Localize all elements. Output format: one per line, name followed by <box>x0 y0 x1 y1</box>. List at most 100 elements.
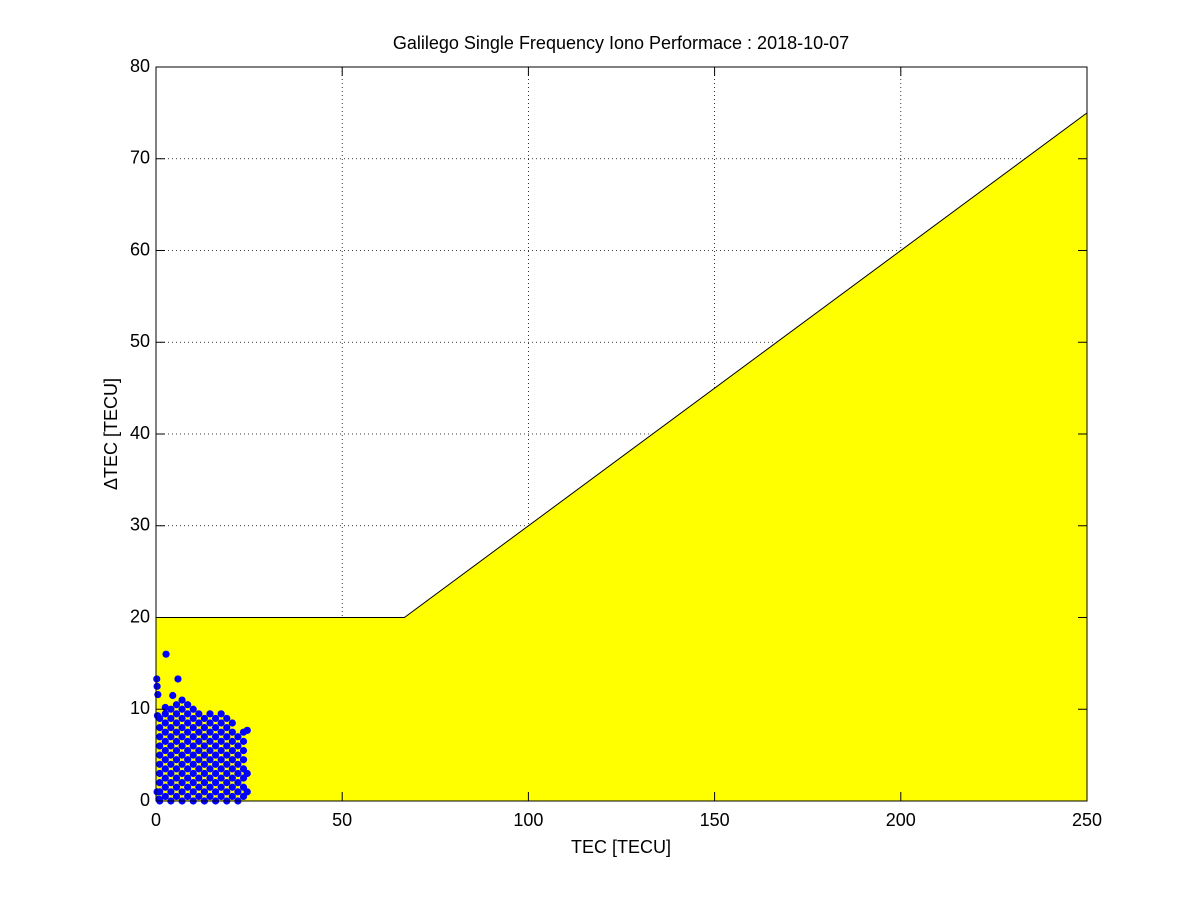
point <box>156 733 164 741</box>
point <box>234 769 242 778</box>
point <box>211 760 220 768</box>
point <box>200 751 209 759</box>
point <box>153 675 161 683</box>
point <box>153 712 162 720</box>
point <box>223 760 231 768</box>
x-axis-label: TEC [TECU] <box>571 837 671 857</box>
y-tick-label: 50 <box>130 331 150 351</box>
point <box>156 751 164 759</box>
point <box>189 705 197 713</box>
point <box>161 783 169 791</box>
point <box>239 756 248 764</box>
point <box>206 756 214 764</box>
point <box>167 788 175 796</box>
point <box>167 760 175 768</box>
point <box>223 769 231 778</box>
point <box>156 779 164 787</box>
point <box>195 746 203 755</box>
point <box>161 765 169 773</box>
point <box>189 724 197 732</box>
point <box>172 774 181 782</box>
point <box>178 696 186 704</box>
point <box>167 779 175 787</box>
point <box>228 756 236 764</box>
point <box>200 769 209 778</box>
point <box>211 779 220 787</box>
point <box>172 765 181 773</box>
point <box>195 737 203 745</box>
point <box>211 769 220 778</box>
point <box>195 719 203 727</box>
point <box>223 714 231 723</box>
point <box>228 719 236 727</box>
point <box>217 737 225 745</box>
point <box>189 714 197 723</box>
x-tick-label: 250 <box>1072 810 1102 830</box>
point <box>184 792 192 801</box>
point <box>217 710 225 718</box>
point <box>239 746 248 755</box>
point <box>211 714 220 723</box>
point <box>184 710 192 718</box>
point <box>156 769 164 778</box>
point <box>172 719 181 727</box>
point <box>211 751 220 759</box>
point <box>234 779 242 787</box>
point <box>189 769 197 778</box>
point <box>211 742 220 750</box>
point <box>172 756 181 764</box>
point <box>178 733 186 741</box>
point <box>234 760 242 768</box>
point <box>167 714 175 723</box>
point <box>195 756 203 764</box>
point <box>167 705 175 713</box>
point <box>172 783 181 791</box>
point <box>211 733 220 741</box>
point <box>184 728 192 736</box>
y-tick-label: 40 <box>130 423 150 443</box>
point <box>217 783 225 791</box>
point <box>178 751 186 759</box>
x-tick-label: 200 <box>886 810 916 830</box>
y-tick-label: 70 <box>130 148 150 168</box>
point <box>217 728 225 736</box>
point <box>195 728 203 736</box>
point <box>206 746 214 755</box>
x-tick-label: 0 <box>151 810 161 830</box>
point <box>228 737 236 745</box>
point <box>184 737 192 745</box>
point <box>223 724 231 732</box>
point <box>172 737 181 745</box>
point <box>189 779 197 787</box>
point <box>178 705 186 713</box>
point <box>195 792 203 801</box>
point <box>184 719 192 727</box>
area-line <box>156 112 1088 618</box>
point <box>243 788 251 796</box>
point <box>200 760 209 768</box>
point <box>153 682 161 690</box>
y-tick-label: 0 <box>140 790 150 810</box>
point <box>206 737 214 745</box>
point <box>206 792 214 801</box>
point <box>161 710 169 718</box>
point <box>178 769 186 778</box>
point <box>184 756 192 764</box>
point <box>154 690 162 699</box>
point <box>184 783 192 791</box>
point <box>234 788 242 796</box>
point <box>161 746 169 755</box>
point <box>217 792 225 801</box>
area <box>156 112 1087 801</box>
point <box>178 760 186 768</box>
point <box>200 724 209 732</box>
point <box>161 792 169 801</box>
y-tick-label: 20 <box>130 606 150 626</box>
point <box>172 792 181 801</box>
point <box>195 765 203 773</box>
point <box>228 783 236 791</box>
point <box>228 792 236 801</box>
point <box>161 756 169 764</box>
point <box>189 733 197 741</box>
